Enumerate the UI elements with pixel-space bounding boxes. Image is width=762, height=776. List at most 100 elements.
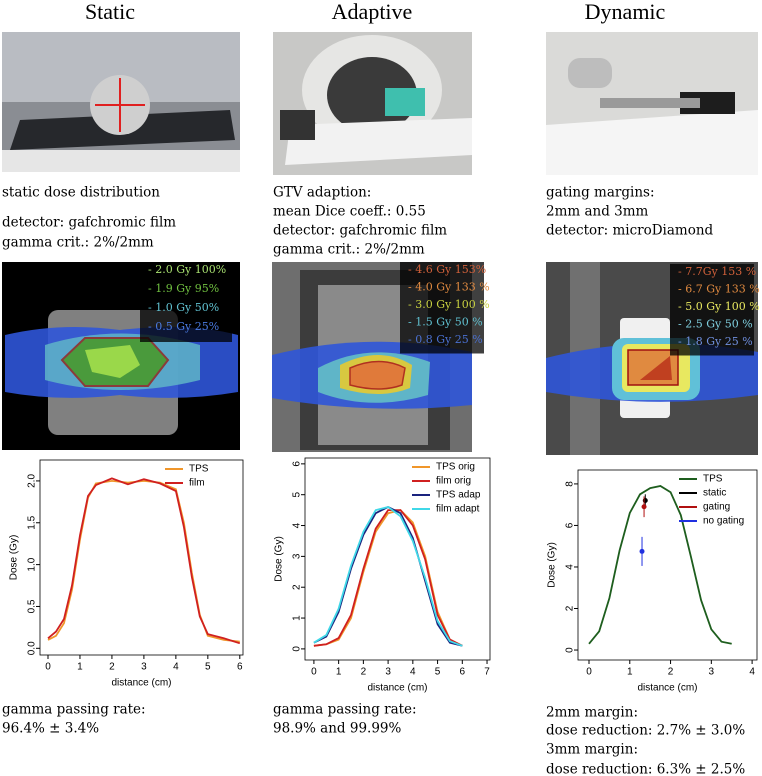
dose-legend-entry: - 4.6 Gy 153%: [408, 263, 486, 276]
legend-label: TPS orig: [436, 462, 475, 473]
column-title: Adaptive: [332, 0, 413, 24]
legend-box: [400, 262, 484, 354]
description: gamma crit.: 2%/2mm: [2, 235, 154, 251]
dose-legend-entry: - 2.0 Gy 100%: [148, 263, 226, 276]
description: 2mm and 3mm: [546, 204, 649, 220]
result: 2mm margin:: [546, 705, 638, 721]
result: gamma passing rate:: [2, 702, 146, 718]
dose-legend-entry: - 3.0 Gy 100 %: [408, 298, 490, 311]
legend-label: TPS adap: [436, 490, 481, 501]
dose-legend-entry: - 0.8 Gy 25 %: [408, 333, 483, 346]
dose-legend-entry: - 1.8 Gy 25 %: [678, 335, 753, 348]
legend-label: film orig: [436, 476, 471, 487]
dose-legend-entry: - 4.0 Gy 133 %: [408, 281, 490, 294]
column-title: Dynamic: [585, 0, 666, 24]
dose-legend-entry: - 5.0 Gy 100 %: [678, 300, 760, 313]
y-tick-label: 6: [565, 522, 576, 528]
description: gamma crit.: 2%/2mm: [273, 242, 425, 258]
point: [641, 504, 647, 510]
data-line: [313, 506, 463, 647]
y-tick-label: 2: [565, 605, 576, 611]
x-tick-label: 2: [668, 667, 674, 678]
point: [642, 498, 648, 504]
x-tick-label: 4: [173, 662, 179, 673]
y-tick-label: 2: [292, 584, 303, 590]
x-tick-label: 0: [45, 662, 51, 673]
legend-label: TPS: [703, 474, 723, 485]
x-axis-label: distance (cm): [637, 683, 697, 694]
dose-legend-entry: - 7.7Gy 153 %: [678, 265, 756, 278]
y-tick-label: 1.0: [27, 557, 38, 571]
legend-label: TPS: [189, 464, 209, 475]
data-line: [313, 509, 463, 647]
y-tick-label: 2.0: [27, 474, 38, 488]
dose-legend-entry: - 6.7 Gy 133 %: [678, 283, 760, 296]
y-tick-label: 6: [292, 461, 303, 467]
x-tick-label: 0: [586, 667, 592, 678]
plot-frame: [39, 459, 244, 656]
x-tick-label: 4: [749, 667, 755, 678]
dose-legend-entry: - 1.9 Gy 95%: [148, 282, 219, 295]
x-tick-label: 3: [709, 667, 715, 678]
column-title: Static: [85, 0, 135, 24]
point: [639, 548, 645, 554]
photo-adaptive: [273, 32, 472, 175]
result: 98.9% and 99.99%: [273, 721, 402, 737]
y-axis-label: Dose (Gy): [9, 535, 20, 581]
y-tick-label: 0.5: [27, 599, 38, 613]
x-tick-label: 2: [361, 667, 367, 678]
description: static dose distribution: [2, 185, 160, 201]
legend-box: [670, 264, 754, 356]
x-tick-label: 5: [205, 662, 211, 673]
y-tick-label: 1.5: [27, 515, 38, 529]
x-axis-label: distance (cm): [367, 683, 427, 694]
dose-legend-entry: - 2.5 Gy 50 %: [678, 318, 753, 331]
photo-static: [2, 32, 240, 172]
y-tick-label: 0: [565, 647, 576, 653]
data-line: [588, 485, 732, 645]
dose-legend-entry: - 1.0 Gy 50%: [148, 301, 219, 314]
x-tick-label: 1: [336, 667, 342, 678]
legend-label: static: [703, 488, 726, 499]
x-tick-label: 1: [627, 667, 633, 678]
photo-dynamic: [546, 32, 758, 175]
x-tick-label: 1: [77, 662, 83, 673]
result: dose reduction: 6.3% ± 2.5%: [546, 762, 745, 776]
x-tick-label: 4: [410, 667, 416, 678]
description: GTV adaption:: [273, 185, 371, 201]
plot-frame: [304, 457, 491, 661]
x-tick-label: 5: [435, 667, 441, 678]
x-tick-label: 3: [385, 667, 391, 678]
legend-box: [140, 262, 232, 342]
x-tick-label: 3: [141, 662, 147, 673]
x-tick-label: 0: [311, 667, 317, 678]
x-tick-label: 6: [460, 667, 466, 678]
description: detector: microDiamond: [546, 223, 714, 239]
legend-label: gating: [703, 502, 730, 513]
y-axis-label: Dose (Gy): [547, 542, 558, 588]
plot-frame: [577, 469, 758, 661]
y-tick-label: 4: [565, 564, 576, 570]
legend-label: film adapt: [436, 504, 480, 515]
y-tick-label: 8: [565, 481, 576, 487]
x-axis-label: distance (cm): [111, 678, 171, 689]
legend-label: film: [189, 478, 205, 489]
x-tick-label: 7: [484, 667, 490, 678]
legend-label: no gating: [703, 516, 744, 527]
description: gating margins:: [546, 185, 655, 201]
y-axis-label: Dose (Gy): [274, 536, 285, 582]
result: 96.4% ± 3.4%: [2, 721, 99, 737]
y-tick-label: 1: [292, 615, 303, 621]
description: detector: gafchromic film: [2, 215, 176, 231]
result: dose reduction: 2.7% ± 3.0%: [546, 723, 745, 739]
result: gamma passing rate:: [273, 702, 417, 718]
y-tick-label: 3: [292, 553, 303, 559]
description: detector: gafchromic film: [273, 223, 447, 239]
description: mean Dice coeff.: 0.55: [273, 204, 426, 220]
y-tick-label: 0.0: [27, 641, 38, 655]
y-tick-label: 5: [292, 491, 303, 497]
x-tick-label: 6: [237, 662, 243, 673]
result: 3mm margin:: [546, 742, 638, 758]
y-tick-label: 0: [292, 646, 303, 652]
